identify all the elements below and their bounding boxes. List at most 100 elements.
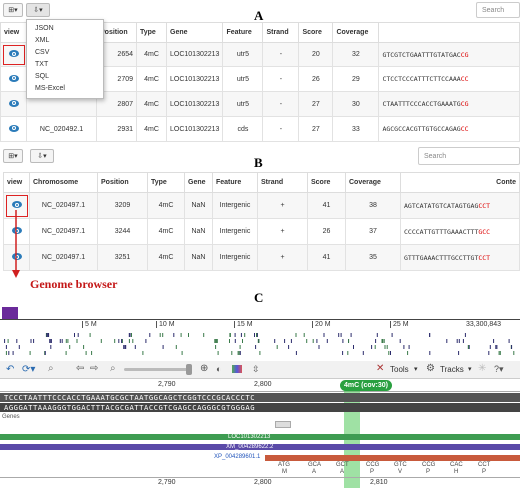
col-gene[interactable]: Gene [165, 22, 224, 43]
export-csv-option[interactable]: CSV [35, 49, 50, 56]
aa-codon: ATG [278, 462, 290, 468]
density-mark [362, 351, 364, 355]
col-gene[interactable]: Gene [184, 172, 213, 193]
cell-context: CTAATTTCCCACCTGAAATGCG [378, 91, 520, 117]
density-mark [284, 339, 286, 343]
tracks-caret-icon: ▾ [468, 366, 472, 373]
col-view[interactable]: view [0, 22, 27, 43]
gene-feature-bar[interactable] [0, 434, 520, 440]
density-mark [121, 339, 123, 343]
cell-chrom: NC_020497.1 [29, 218, 98, 245]
density-mark [495, 345, 497, 349]
density-mark [338, 333, 340, 337]
density-mark [128, 339, 130, 343]
col-coverage[interactable]: Coverage [332, 22, 380, 43]
export-json-option[interactable]: JSON [35, 25, 54, 32]
highlight-icon[interactable]: ◐ [216, 364, 222, 374]
tracks-menu[interactable]: Tracks [440, 365, 464, 374]
col-score[interactable]: Score [298, 22, 334, 43]
back-arrow-icon[interactable]: ⇦ [76, 363, 85, 374]
density-mark [216, 339, 218, 343]
help-icon[interactable]: ?▾ [494, 364, 504, 374]
view-button[interactable] [0, 116, 27, 142]
refresh-icon[interactable]: ⟳▾ [22, 364, 36, 375]
color-strip-icon[interactable] [232, 365, 242, 373]
zoom-out-icon[interactable]: ⌕ [48, 363, 54, 374]
density-mark [49, 339, 51, 343]
fit-icon[interactable]: ⇳ [252, 364, 260, 374]
view-button[interactable] [0, 42, 27, 67]
cell-position: 3251 [97, 244, 148, 271]
gene-track-controls[interactable] [275, 421, 291, 428]
density-mark [16, 339, 18, 343]
context-site: CG [460, 100, 469, 108]
density-mark [33, 339, 35, 343]
col-context[interactable] [378, 22, 520, 43]
col-strand[interactable]: Strand [257, 172, 308, 193]
col-score[interactable]: Score [307, 172, 346, 193]
density-mark [215, 345, 217, 349]
cell-gene: NaN [184, 218, 213, 245]
view-button[interactable] [0, 66, 27, 92]
density-mark [173, 333, 175, 337]
cell-position: 3209 [97, 192, 148, 219]
aa-codon: CAC [450, 462, 463, 468]
forward-arrow-icon[interactable]: ⇨ [90, 363, 99, 374]
zoom-in-icon[interactable]: ⌕ [110, 363, 116, 374]
tools-icon[interactable]: ✕ [376, 363, 385, 374]
gear-icon[interactable]: ⚙ [426, 363, 435, 374]
export-button[interactable]: ⇩▾ [30, 149, 54, 163]
search-input[interactable]: Search [418, 147, 520, 165]
mrna-feature-bar[interactable] [0, 444, 520, 450]
col-coverage[interactable]: Coverage [345, 172, 401, 193]
export-sql-option[interactable]: SQL [35, 73, 50, 80]
table-row: NC_020492.1 2931 4mC LOC101302213 cds - … [0, 116, 520, 142]
col-view[interactable]: view [3, 172, 30, 193]
protein-feature-bar[interactable] [265, 455, 520, 461]
density-mark [44, 351, 46, 355]
col-strand[interactable]: Strand [262, 22, 300, 43]
col-type[interactable]: Type [136, 22, 167, 43]
density-mark [244, 333, 246, 337]
density-mark [382, 339, 384, 343]
columns-toggle-button[interactable]: ⊞▾ [3, 3, 23, 17]
density-mark [49, 339, 51, 343]
density-mark [234, 333, 236, 337]
cell-score: 27 [298, 91, 334, 117]
cell-chrom: NC_020497.1 [29, 244, 98, 271]
overview-feature-density [4, 333, 515, 355]
mrna-feature-label: XM_004289622.2 [226, 444, 274, 450]
col-feature[interactable]: Feature [212, 172, 258, 193]
coord-2800-bottom: 2,800 [254, 479, 272, 486]
view-button[interactable] [0, 91, 27, 117]
col-position[interactable]: Position [97, 172, 148, 193]
context-seq: GTCGTCTGAATTTGTATGAC [382, 50, 461, 59]
export-button[interactable]: ⇩▾ [26, 3, 50, 17]
columns-toggle-button[interactable]: ⊞▾ [3, 149, 23, 163]
tools-menu[interactable]: Tools [390, 365, 409, 374]
cell-gene: NaN [184, 192, 213, 219]
col-position[interactable]: Position [96, 22, 137, 43]
export-xml-option[interactable]: XML [35, 37, 50, 44]
col-chromosome[interactable]: Chromosome [29, 172, 98, 193]
density-mark [488, 351, 490, 355]
density-mark [214, 339, 216, 343]
col-type[interactable]: Type [147, 172, 185, 193]
density-mark [312, 339, 314, 343]
undo-icon[interactable]: ↶ [6, 364, 15, 375]
density-mark [407, 351, 409, 355]
export-excel-option[interactable]: MS-Excel [35, 85, 65, 92]
overview-tick-15m: 15 M [234, 321, 253, 328]
density-mark [258, 339, 260, 343]
density-mark [290, 339, 292, 343]
col-context[interactable]: Conte [400, 172, 520, 193]
zoom-slider[interactable] [124, 368, 190, 371]
col-feature[interactable]: Feature [222, 22, 264, 43]
search-input[interactable]: Search [476, 2, 520, 18]
aa-codon: GTC [394, 462, 407, 468]
zoom-icon[interactable]: ⊕ [200, 363, 209, 374]
zoom-slider-handle[interactable] [186, 364, 192, 375]
overview-tick-5m: 5 M [82, 321, 97, 328]
context-site: CCT [478, 253, 491, 262]
export-txt-option[interactable]: TXT [35, 61, 49, 68]
